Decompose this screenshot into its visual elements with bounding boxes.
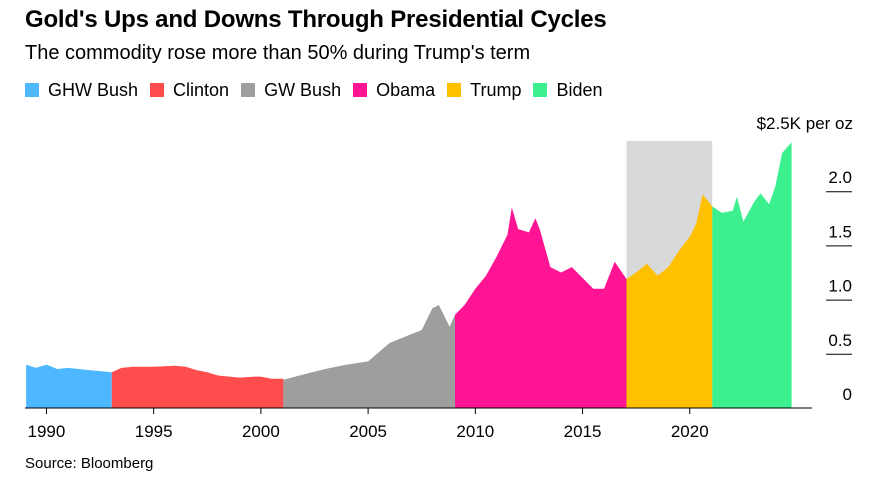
source-note: Source: Bloomberg [25,455,154,472]
legend-item-trump: Trump [447,80,521,101]
legend-label: Trump [470,79,522,100]
legend-item-gw-bush: GW Bush [241,80,341,101]
area-series-trump [626,194,713,408]
chart-title: Gold's Ups and Downs Through Presidentia… [25,6,607,33]
x-tick-label: 2010 [456,422,494,441]
legend-item-biden: Biden [533,79,603,101]
area-series-gw-bush [283,305,455,408]
area-series-biden [712,142,792,408]
legend-label: GHW Bush [48,79,139,100]
chart-subtitle: The commodity rose more than 50% during … [25,42,531,64]
legend: GHW Bush Clinton GW Bush Obama Trump Bid… [25,79,615,101]
x-tick-label: 1990 [28,422,66,441]
legend-item-clinton: Clinton [150,80,229,101]
y-tick-label: 0.5 [828,331,852,350]
x-tick-label: 1995 [135,422,173,441]
legend-swatch [533,83,548,97]
legend-swatch [353,83,368,97]
area-series-ghw-bush [26,364,112,408]
y-tick-label: 2.0 [828,168,852,187]
x-tick-label: 2000 [242,422,280,441]
area-series-obama [455,207,627,408]
y-tick-label: 0 [843,385,852,404]
x-tick-label: 2015 [564,422,602,441]
y-axis-unit-label: $2.5K per oz [757,114,853,133]
legend-label: Obama [376,79,436,100]
legend-swatch [150,83,165,97]
legend-swatch [25,83,39,97]
x-tick-label: 2005 [349,422,387,441]
y-tick-label: 1.0 [828,277,852,296]
legend-swatch [447,83,462,97]
legend-label: Biden [556,79,603,100]
legend-item-obama: Obama [353,80,435,101]
legend-label: Clinton [173,79,230,100]
x-tick-label: 2020 [671,422,709,441]
legend-item-ghw-bush: GHW Bush [25,80,138,101]
area-series-clinton [111,365,284,408]
legend-label: GW Bush [264,79,342,100]
legend-swatch [241,83,256,97]
y-tick-label: 1.5 [828,222,852,241]
